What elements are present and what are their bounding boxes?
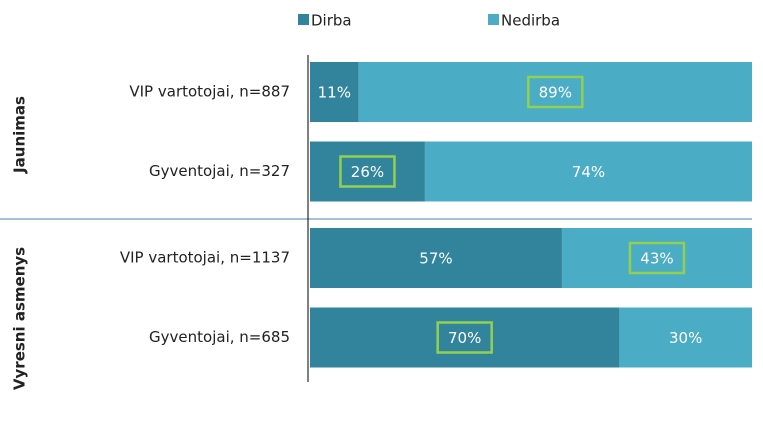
value-label: 74% <box>572 163 605 181</box>
highlight-box <box>436 321 493 354</box>
category-label: VIP vartotojai, n=1137 <box>120 249 290 267</box>
bar-segment <box>619 307 752 368</box>
bar-segment <box>310 62 359 122</box>
highlight-box <box>527 75 584 109</box>
category-label: Gyventojai, n=327 <box>149 162 290 180</box>
highlight-box <box>628 241 686 275</box>
value-label: 11% <box>318 84 351 102</box>
legend-swatch <box>488 14 499 25</box>
bar-segment <box>310 141 425 202</box>
legend-label: Nedirba <box>501 12 560 30</box>
value-label: 43% <box>640 250 673 268</box>
value-label: 26% <box>351 163 384 181</box>
bar-segment <box>358 62 752 122</box>
value-label: 57% <box>419 250 452 268</box>
highlight-box <box>339 155 396 188</box>
category-label: Gyventojai, n=685 <box>149 328 290 346</box>
value-label: 70% <box>448 329 481 347</box>
category-label: VIP vartotojai, n=887 <box>129 83 290 101</box>
group-label: Vyresni asmenys <box>11 247 29 390</box>
legend-label: Dirba <box>311 12 352 30</box>
bar-segment <box>424 141 752 202</box>
bar-segment <box>561 228 752 288</box>
value-label: 30% <box>669 329 702 347</box>
bar-segment <box>310 228 562 288</box>
legend-swatch <box>298 14 309 25</box>
group-label: Jaunimas <box>11 96 29 174</box>
value-label: 89% <box>539 84 572 102</box>
bar-segment <box>310 307 620 368</box>
